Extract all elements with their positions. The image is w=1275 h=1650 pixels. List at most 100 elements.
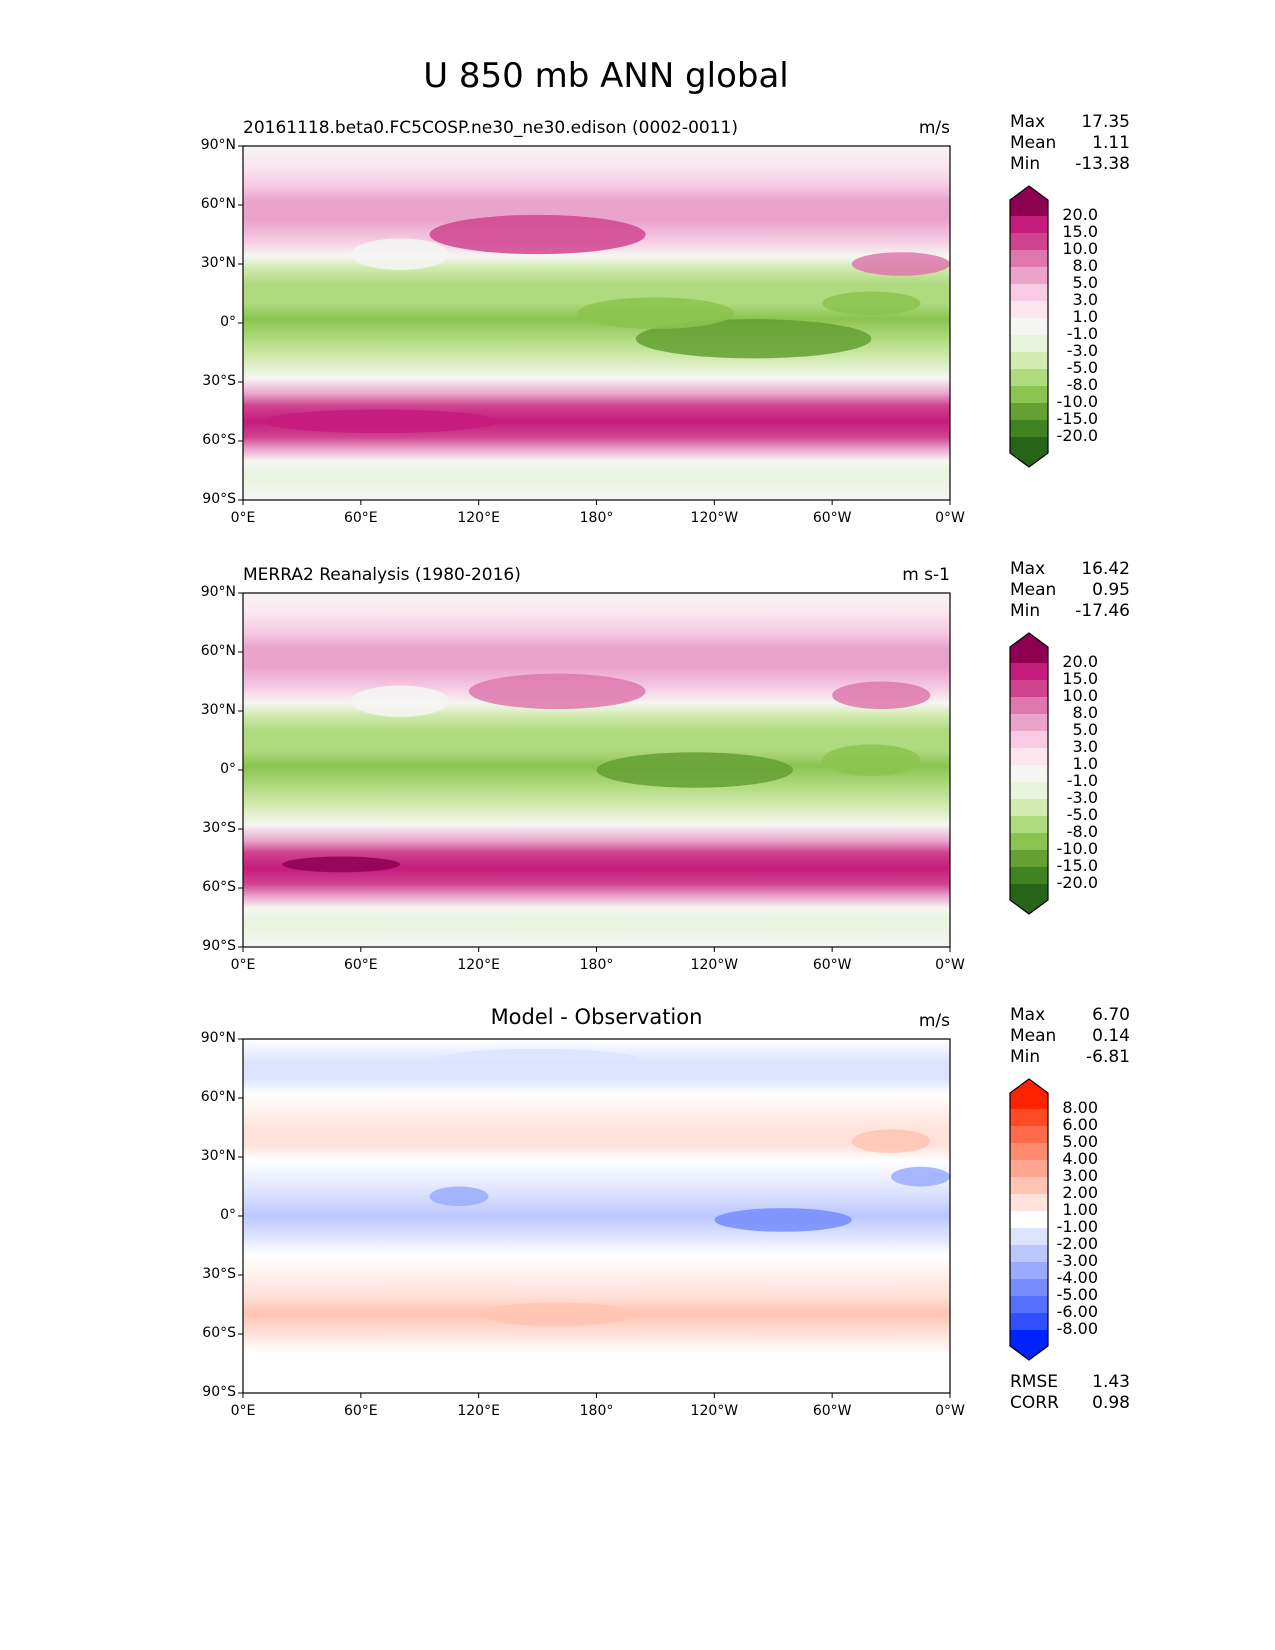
stat-label-max: Max	[1010, 112, 1046, 132]
colorbar-tick-label: 5.0	[1072, 720, 1098, 739]
anomaly-region	[439, 1048, 636, 1069]
anomaly-region	[429, 1186, 489, 1207]
colorbar-tick-label: 3.0	[1072, 290, 1098, 309]
anomaly-region	[262, 409, 499, 434]
y-tick-label: 30°S	[202, 373, 236, 389]
anomaly-region	[822, 291, 921, 316]
colorbar	[1009, 1078, 1049, 1361]
colorbar-bin	[1010, 250, 1048, 268]
colorbar-tick-label: -1.0	[1066, 324, 1098, 343]
x-tick-label: 120°E	[457, 510, 500, 526]
x-tick-label: 0°W	[935, 957, 965, 973]
colorbar-tick-label: -10.0	[1056, 392, 1098, 411]
stat-value-max: 6.70	[1092, 1005, 1130, 1025]
y-tick-label: 0°	[220, 314, 236, 330]
anomaly-region	[282, 856, 401, 873]
colorbar-tick-label: 8.0	[1072, 256, 1098, 275]
colorbar-tick-label: 8.00	[1062, 1098, 1098, 1117]
anomaly-region	[596, 752, 793, 788]
colorbar-bin	[1010, 697, 1048, 715]
colorbar-tick-label: -15.0	[1056, 856, 1098, 875]
stat-value-min: -13.38	[1075, 154, 1130, 174]
colorbar-bin	[1010, 850, 1048, 868]
map-field	[243, 593, 950, 947]
colorbar-tick-label: -20.0	[1056, 873, 1098, 892]
colorbar-tick-label: -20.0	[1056, 426, 1098, 445]
colorbar-bin	[1010, 680, 1048, 698]
anomaly-region	[714, 1208, 852, 1232]
colorbar-extend-bottom	[1010, 1330, 1048, 1360]
y-tick-label: 60°S	[202, 879, 236, 895]
y-tick-label: 90°S	[202, 1384, 236, 1400]
colorbar-tick-label: 4.00	[1062, 1149, 1098, 1168]
y-tick-label: 90°N	[200, 1030, 236, 1046]
colorbar-bin	[1010, 1245, 1048, 1263]
colorbar-tick-label: -2.00	[1056, 1234, 1098, 1253]
colorbar-bin	[1010, 1211, 1048, 1229]
units-label: m s-1	[902, 565, 950, 585]
x-tick-label: 120°W	[690, 957, 739, 973]
stat-label-max: Max	[1010, 559, 1046, 579]
colorbar-tick-label: -5.00	[1056, 1285, 1098, 1304]
colorbar-bin	[1010, 1313, 1048, 1331]
units-label: m/s	[918, 1011, 950, 1031]
colorbar-bin	[1010, 352, 1048, 370]
colorbar-bin	[1010, 369, 1048, 387]
colorbar-bin	[1010, 867, 1048, 885]
colorbar-bin	[1010, 731, 1048, 749]
x-tick-label: 0°E	[230, 510, 256, 526]
colorbar-tick-label: -1.0	[1066, 771, 1098, 790]
y-tick-label: 30°S	[202, 820, 236, 836]
anomaly-region	[351, 238, 450, 270]
colorbar-tick-label: 10.0	[1062, 239, 1098, 258]
anomaly-region	[351, 685, 450, 717]
stat-value-mean: 0.95	[1092, 580, 1130, 600]
colorbar-bin	[1010, 301, 1048, 319]
x-tick-label: 0°E	[230, 957, 256, 973]
colorbar-tick-label: -8.00	[1056, 1319, 1098, 1338]
y-tick-label: 60°N	[200, 196, 236, 212]
colorbar-bin	[1010, 335, 1048, 353]
colorbar-tick-label: 10.0	[1062, 686, 1098, 705]
stat-value-max: 16.42	[1081, 559, 1130, 579]
colorbar-tick-label: 2.00	[1062, 1183, 1098, 1202]
y-tick-label: 90°N	[200, 137, 236, 153]
y-tick-label: 90°S	[202, 938, 236, 954]
anomaly-region	[635, 319, 872, 359]
colorbar-bin	[1010, 233, 1048, 251]
colorbar-bin	[1010, 267, 1048, 285]
colorbar-bin	[1010, 1143, 1048, 1161]
colorbar-bin	[1010, 1109, 1048, 1127]
colorbar-tick-label: 3.00	[1062, 1166, 1098, 1185]
panel-title: 20161118.beta0.FC5COSP.ne30_ne30.edison …	[243, 118, 738, 138]
corr-value: 0.98	[1092, 1393, 1130, 1413]
colorbar-tick-label: -5.0	[1066, 805, 1098, 824]
colorbar-bin	[1010, 714, 1048, 732]
colorbar-tick-label: 8.0	[1072, 703, 1098, 722]
colorbar-tick-label: -4.00	[1056, 1268, 1098, 1287]
colorbar-tick-label: -3.0	[1066, 341, 1098, 360]
y-tick-label: 30°N	[200, 1148, 236, 1164]
colorbar-bin	[1010, 765, 1048, 783]
colorbar-bin	[1010, 1228, 1048, 1246]
colorbar-bin	[1010, 386, 1048, 404]
colorbar-bin	[1010, 748, 1048, 766]
colorbar-tick-label: 1.0	[1072, 307, 1098, 326]
anomaly-region	[851, 1129, 931, 1154]
stat-value-min: -6.81	[1086, 1047, 1130, 1067]
stat-label-mean: Mean	[1010, 133, 1057, 153]
figure-title: U 850 mb ANN global	[423, 56, 789, 96]
stat-value-mean: 0.14	[1092, 1026, 1130, 1046]
y-tick-label: 60°S	[202, 432, 236, 448]
y-tick-label: 30°N	[200, 255, 236, 271]
anomaly-region	[468, 673, 646, 710]
x-tick-label: 180°	[579, 957, 614, 973]
anomaly-region	[851, 252, 950, 276]
rmse-label: RMSE	[1010, 1372, 1059, 1392]
anomaly-region	[478, 1302, 636, 1327]
colorbar-bin	[1010, 420, 1048, 438]
colorbar-tick-label: -6.00	[1056, 1302, 1098, 1321]
colorbar-tick-label: 3.0	[1072, 737, 1098, 756]
y-tick-label: 60°N	[200, 1089, 236, 1105]
colorbar-tick-label: -1.00	[1056, 1217, 1098, 1236]
